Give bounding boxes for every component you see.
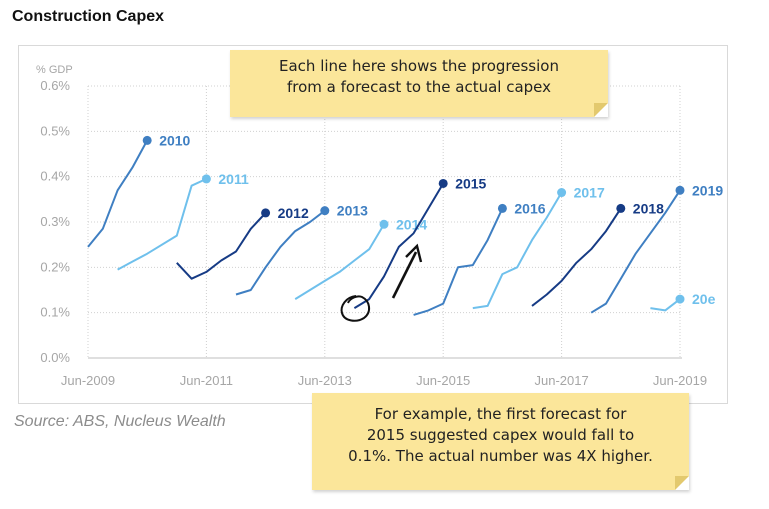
series-label-2010: 2010 bbox=[159, 132, 190, 148]
annotation-marks bbox=[340, 243, 423, 322]
series-line-2013 bbox=[235, 209, 326, 296]
series-line-2011 bbox=[117, 177, 207, 271]
y-tick-label: 0.5% bbox=[40, 123, 70, 138]
annotation-arrowhead bbox=[405, 243, 423, 263]
y-axis-label: % GDP bbox=[36, 64, 73, 76]
series-endpoint-2016 bbox=[497, 203, 507, 213]
y-tick-label: 0.4% bbox=[40, 169, 70, 184]
y-tick-label: 0.3% bbox=[40, 214, 70, 229]
series-endpoint-20e bbox=[675, 294, 685, 304]
x-tick-label: Jun-2013 bbox=[298, 373, 352, 388]
note-fold bbox=[594, 103, 608, 117]
series-label-2015: 2015 bbox=[455, 175, 486, 191]
annotation-arrow bbox=[391, 251, 418, 299]
x-tick-label: Jun-2011 bbox=[180, 373, 233, 388]
series-group: 2010 2011 2012 2013 2014 2015 2016 2017 2018 2019… bbox=[87, 132, 723, 316]
annotation-circle bbox=[340, 295, 370, 322]
y-tick-label: 0.2% bbox=[40, 259, 70, 274]
series-label-2014: 2014 bbox=[396, 216, 427, 232]
series-line-20e bbox=[650, 298, 681, 312]
x-tick-label: Jun-2019 bbox=[653, 373, 707, 388]
series-endpoint-2010 bbox=[142, 135, 152, 145]
series-line-2014 bbox=[294, 223, 385, 300]
series-endpoint-2013 bbox=[320, 206, 330, 216]
series-endpoint-2015 bbox=[438, 178, 448, 188]
series-label-20e: 20e bbox=[692, 291, 716, 307]
y-axis-ticks: 0.0% 0.1% 0.2% 0.3% 0.4% 0.5% 0.6% bbox=[40, 78, 70, 365]
series-label-2018: 2018 bbox=[633, 200, 664, 216]
x-tick-label: Jun-2017 bbox=[534, 373, 588, 388]
series-endpoint-2014 bbox=[379, 219, 389, 229]
series-label-2013: 2013 bbox=[337, 203, 368, 219]
series-label-2012: 2012 bbox=[278, 205, 309, 221]
series-endpoint-2018 bbox=[616, 203, 626, 213]
x-tick-label: Jun-2015 bbox=[416, 373, 470, 388]
sticky-note-top: Each line here shows the progression fro… bbox=[230, 50, 608, 117]
note-bottom-line-2: 2015 suggested capex would fall to bbox=[366, 426, 635, 444]
y-tick-label: 0.1% bbox=[40, 305, 70, 320]
series-line-2010 bbox=[87, 139, 149, 248]
note-bottom-line-1: For example, the first forecast for bbox=[374, 405, 627, 423]
series-label-2019: 2019 bbox=[692, 182, 723, 198]
note-fold bbox=[675, 476, 689, 490]
note-top-line-1: Each line here shows the progression bbox=[279, 57, 559, 75]
series-line-2015 bbox=[353, 182, 445, 309]
series-endpoint-2012 bbox=[261, 208, 271, 218]
x-tick-label: Jun-2009 bbox=[61, 373, 115, 388]
series-label-2016: 2016 bbox=[514, 200, 545, 216]
series-line-2012 bbox=[176, 212, 267, 280]
series-line-2018 bbox=[531, 207, 622, 307]
series-endpoint-2017 bbox=[557, 188, 567, 198]
source-caption: Source: ABS, Nucleus Wealth bbox=[14, 413, 226, 430]
y-tick-label: 0.0% bbox=[40, 350, 70, 365]
series-endpoint-2011 bbox=[201, 174, 211, 184]
note-bottom-line-3: 0.1%. The actual number was 4X higher. bbox=[348, 447, 653, 465]
series-line-2019 bbox=[590, 189, 681, 314]
series-label-2017: 2017 bbox=[574, 185, 605, 201]
series-line-2016 bbox=[413, 207, 504, 316]
series-label-2011: 2011 bbox=[218, 171, 249, 187]
chart-title: Construction Capex bbox=[12, 8, 165, 25]
y-tick-label: 0.6% bbox=[40, 78, 70, 93]
series-line-2017 bbox=[472, 191, 563, 310]
note-top-line-2: from a forecast to the actual capex bbox=[286, 78, 552, 96]
x-axis-ticks: Jun-2009 Jun-2011 Jun-2013 Jun-2015 Jun-2017… bbox=[61, 373, 707, 388]
series-endpoint-2019 bbox=[675, 185, 685, 195]
sticky-note-bottom: For example, the first forecast for 2015… bbox=[312, 393, 689, 490]
